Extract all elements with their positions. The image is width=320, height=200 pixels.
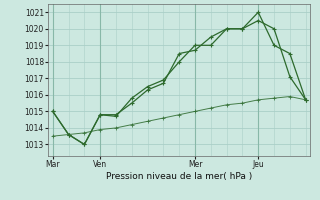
X-axis label: Pression niveau de la mer( hPa ): Pression niveau de la mer( hPa ) [106,172,252,181]
